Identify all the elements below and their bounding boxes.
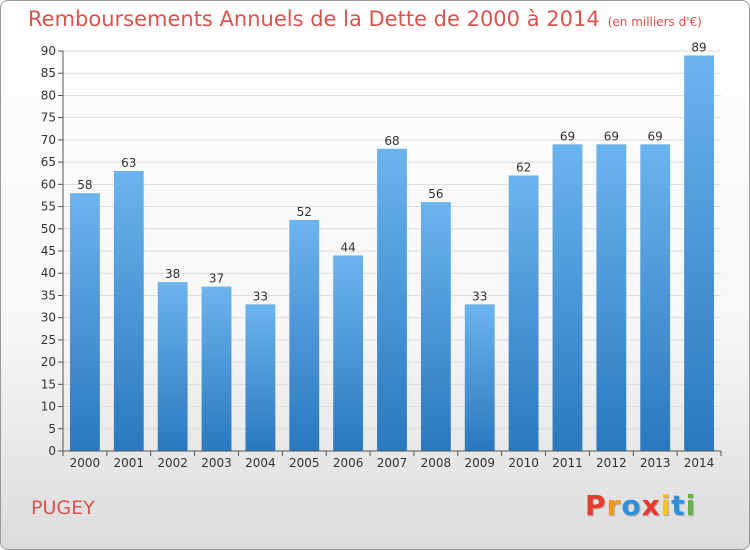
bar-2006	[333, 255, 364, 451]
x-tick-label-2002: 2002	[157, 456, 188, 470]
value-label-2009: 33	[472, 289, 487, 303]
value-label-2002: 38	[165, 267, 180, 281]
x-tick-label-2012: 2012	[596, 456, 627, 470]
y-tick-label: 90	[41, 44, 56, 58]
y-tick-label: 30	[41, 311, 56, 325]
chart-unit: (en milliers d'€)	[607, 15, 702, 29]
value-label-2014: 89	[691, 40, 706, 54]
bar-2001	[113, 171, 144, 451]
y-tick-label: 40	[41, 266, 56, 280]
chart-title-text: Remboursements Annuels de la Dette de 20…	[28, 7, 600, 31]
y-tick-label: 65	[41, 155, 56, 169]
value-label-2011: 69	[560, 129, 575, 143]
x-tick-label-2010: 2010	[508, 456, 539, 470]
x-tick-label-2014: 2014	[684, 456, 715, 470]
bar-2010	[508, 175, 539, 451]
x-tick-label-2013: 2013	[640, 456, 671, 470]
y-tick-label: 35	[41, 288, 56, 302]
y-tick-label: 60	[41, 177, 56, 191]
y-tick-label: 80	[41, 88, 56, 102]
x-tick-label-2005: 2005	[289, 456, 320, 470]
value-label-2007: 68	[384, 134, 399, 148]
x-axis-ticks: 2000 2001 2002 2003 2004 2005 2006 2007 2008 2009…	[62, 451, 722, 470]
x-tick-label-2006: 2006	[333, 456, 364, 470]
y-tick-label: 10	[41, 400, 56, 414]
value-label-2003: 37	[209, 272, 224, 286]
value-label-2012: 69	[604, 129, 619, 143]
y-tick-label: 55	[41, 200, 56, 214]
y-tick-label: 0	[48, 444, 56, 458]
x-tick-label-2011: 2011	[552, 456, 583, 470]
logo-letter: i	[685, 489, 697, 522]
y-tick-label: 15	[41, 377, 56, 391]
value-label-2000: 58	[77, 178, 92, 192]
value-label-2010: 62	[516, 160, 531, 174]
y-tick-label: 85	[41, 66, 56, 80]
bars: 58 63 38 37 33 52 44 68 56 33 62 69 69 69 89	[70, 40, 714, 452]
y-tick-label: 70	[41, 133, 56, 147]
y-tick-label: 5	[48, 422, 56, 436]
bar-2009	[464, 304, 495, 451]
bar-2008	[420, 202, 451, 451]
logo-letter: i	[660, 489, 672, 522]
logo-letter: r	[606, 489, 622, 522]
x-tick-label-2004: 2004	[245, 456, 276, 470]
value-label-2001: 63	[121, 156, 136, 170]
x-tick-label-2000: 2000	[70, 456, 101, 470]
y-tick-label: 75	[41, 111, 56, 125]
x-tick-label-2003: 2003	[201, 456, 232, 470]
y-tick-label: 20	[41, 355, 56, 369]
bar-2005	[289, 219, 320, 451]
logo-letter: x	[641, 489, 661, 522]
bar-2004	[245, 304, 276, 451]
bar-2014	[684, 55, 714, 451]
logo-letter: P	[585, 489, 607, 522]
bar-2003	[201, 286, 232, 451]
logo-letter: o	[621, 489, 642, 522]
value-label-2004: 33	[253, 289, 268, 303]
bar-2011	[552, 144, 583, 452]
x-tick-label-2008: 2008	[421, 456, 452, 470]
value-label-2006: 44	[340, 240, 355, 254]
chart-title: Remboursements Annuels de la Dette de 20…	[28, 7, 702, 31]
y-axis-ticks: 0 5 10 15 20 25 30 35 40 45 50 55 60 65 70 75 80 85 90	[41, 44, 63, 458]
bar-2002	[157, 282, 188, 451]
y-tick-label: 50	[41, 222, 56, 236]
bar-2007	[377, 148, 407, 451]
proxiti-logo: Proxiti	[585, 489, 696, 522]
logo-letter: t	[671, 489, 686, 522]
y-tick-label: 45	[41, 244, 56, 258]
x-tick-label-2009: 2009	[464, 456, 495, 470]
bar-2000	[70, 193, 100, 451]
x-tick-label-2007: 2007	[377, 456, 408, 470]
bar-2012	[596, 144, 627, 452]
bar-2013	[640, 144, 671, 452]
axes	[62, 51, 721, 452]
value-label-2005: 52	[297, 205, 312, 219]
value-label-2013: 69	[648, 129, 663, 143]
commune-name: PUGEY	[31, 497, 95, 519]
y-tick-label: 25	[41, 333, 56, 347]
x-tick-label-2001: 2001	[114, 456, 145, 470]
value-label-2008: 56	[428, 187, 443, 201]
